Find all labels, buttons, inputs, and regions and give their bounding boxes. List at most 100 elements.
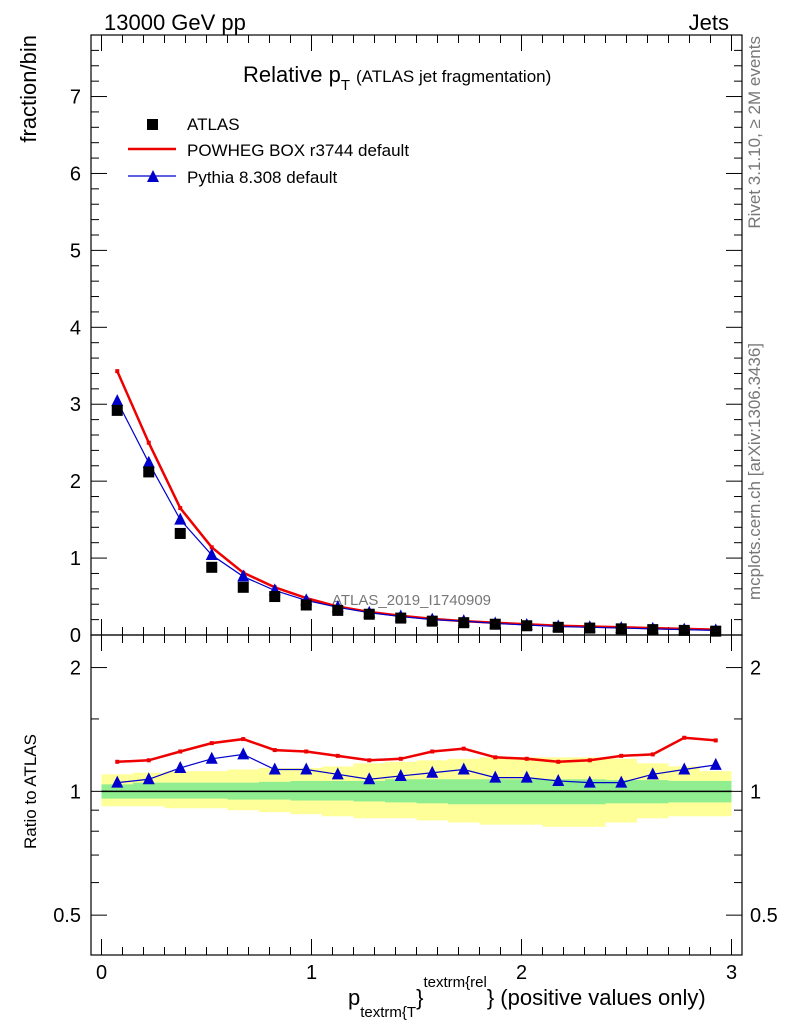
main-ytick-label: 5 [70,240,81,262]
ratio-point-pythia [268,762,281,775]
header-left: 13000 GeV pp [104,10,246,35]
ratio-point-powheg [682,735,687,740]
ratio-line-powheg [117,736,716,764]
point-atlas [237,581,249,593]
point-atlas [426,615,438,627]
ratio-point-powheg [209,741,214,746]
ratio-ytick-label: 1 [70,781,81,803]
point-pythia [142,455,155,468]
point-atlas [710,625,722,637]
ratio-point-powheg [493,755,498,760]
ratio-ytick-label-right: 0.5 [750,905,778,927]
ratio-point-pythia [678,762,691,775]
point-atlas [206,561,218,573]
main-ylabel: fraction/bin [16,35,41,143]
point-pythia [111,394,124,407]
header-right: Jets [689,10,729,35]
main-ytick-label: 4 [70,317,81,339]
point-atlas [458,617,470,629]
ratio-point-powheg [430,749,435,754]
ratio-point-powheg [335,753,340,758]
point-powheg [209,545,214,550]
ratio-point-pythia [142,772,155,785]
title-rest: (ATLAS jet fragmentation) [356,67,551,86]
xlabel-brace: } [416,985,423,1010]
ratio-point-pythia [520,770,533,783]
legend-label-atlas: ATLAS [187,115,240,134]
point-atlas [332,604,344,616]
point-atlas [300,599,312,611]
ratio-point-powheg [367,758,372,763]
ratio-point-pythia [394,768,407,781]
mcplots-note: mcplots.cern.ch [arXiv:1306.3436] [745,343,764,600]
ratio-point-powheg [461,746,466,751]
point-pythia [237,569,250,582]
main-ytick-label: 7 [70,87,81,109]
xlabel-end: } (positive values only) [487,985,706,1010]
main-title: Relative pT (ATLAS jet fragmentation) [243,62,551,94]
ratio-point-powheg [178,749,183,754]
ratio-ytick-label: 2 [70,658,81,680]
point-pythia [205,548,218,560]
point-atlas [489,618,501,630]
ratio-point-pythia [174,760,187,773]
xlabel-p: p [348,985,360,1010]
ratio-point-powheg [272,748,277,753]
ratio-point-pythia [363,772,376,785]
point-atlas [584,622,596,634]
ratio-point-powheg [146,758,151,763]
ratio-point-pythia [615,775,628,788]
ratio-ytick-label-right: 1 [750,781,761,803]
point-atlas [395,612,407,624]
ratio-line-pythia [117,753,716,784]
ratio-point-pythia [426,765,439,778]
point-atlas [363,608,375,620]
ratio-point-pythia [457,762,470,775]
ratio-ytick-label-right: 2 [750,658,761,680]
ratio-ylabel: Ratio to ATLAS [21,734,40,849]
ratio-point-pythia [646,767,659,780]
legend-label-powheg: POWHEG BOX r3744 default [187,141,409,160]
watermark: ATLAS_2019_I1740909 [332,592,491,609]
rivet-note: Rivet 3.1.10, ≥ 2M events [745,36,764,229]
ratio-xtick-label: 2 [516,962,527,984]
ratio-xtick-label: 1 [306,962,317,984]
point-atlas [269,591,281,603]
ratio-xlabel: ptextrm{T}textrm{rel} (positive values o… [348,974,706,1021]
point-atlas [552,621,564,633]
ratio-ytick-label: 0.5 [53,905,81,927]
ratio-point-powheg [587,758,592,763]
point-atlas [647,624,659,636]
ratio-point-pythia [583,775,596,788]
legend-marker-pythia [147,170,159,182]
point-atlas [615,623,627,635]
ratio-point-powheg [398,756,403,761]
point-atlas [521,620,533,632]
ratio-point-powheg [524,756,529,761]
ratio-point-powheg [619,753,624,758]
ratio-xtick-label: 3 [726,962,737,984]
xlabel-sub: textrm{T [360,1004,416,1021]
ratio-point-pythia [111,775,124,788]
ratio-point-powheg [713,738,718,743]
legend: ATLAS POWHEG BOX r3744 default Pythia 8.… [128,115,409,187]
ratio-xtick-label: 0 [96,962,107,984]
point-atlas [143,466,155,478]
ratio-point-powheg [115,759,120,764]
legend-marker-atlas [147,119,158,130]
point-powheg [115,369,120,374]
plot-layer: 0 1 2 3 4 5 6 7 0 1 2 3 0.5 0.5 1 1 2 2 [53,34,778,984]
main-ytick-label: 6 [70,163,81,185]
point-pythia [174,512,187,525]
ratio-point-pythia [331,767,344,780]
legend-label-pythia: Pythia 8.308 default [187,168,338,187]
ratio-point-powheg [304,749,309,754]
ratio-point-powheg [650,752,655,757]
ratio-point-pythia [237,747,250,760]
ratio-point-pythia [552,773,565,786]
ratio-point-powheg [241,737,246,742]
point-atlas [111,404,123,416]
xlabel-sup: textrm{rel [423,974,486,991]
series-line-powheg [116,370,716,631]
